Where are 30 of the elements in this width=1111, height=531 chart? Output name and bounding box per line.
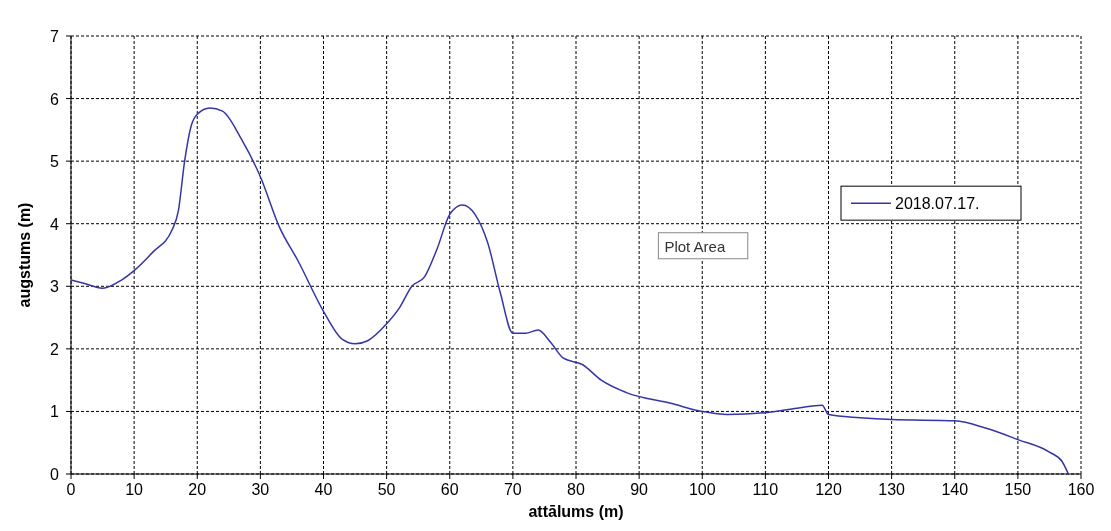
y-tick-label: 6 xyxy=(50,90,60,108)
x-tick-label: 70 xyxy=(503,481,522,498)
x-tick-label: 160 xyxy=(1067,481,1095,498)
x-tick-label: 10 xyxy=(125,481,144,498)
y-tick-label: 7 xyxy=(50,28,60,45)
line-series xyxy=(70,107,1070,475)
y-tick-label: 1 xyxy=(50,403,60,421)
y-tick-label: 3 xyxy=(50,278,60,296)
annotation: Plot Area xyxy=(664,237,726,255)
x-tick-label: 40 xyxy=(314,481,333,498)
x-tick-label: 90 xyxy=(630,481,649,498)
x-tick-label: 60 xyxy=(440,481,459,498)
x-axis-title: attālums (m) xyxy=(528,503,624,520)
x-tick-label: 30 xyxy=(251,481,270,498)
x-tick-label: 150 xyxy=(1004,481,1032,498)
y-tick-label: 5 xyxy=(50,153,60,171)
y-tick-label: 0 xyxy=(50,466,60,483)
x-tick-label: 110 xyxy=(752,481,779,498)
x-tick-label: 100 xyxy=(688,481,716,498)
x-tick-label: 130 xyxy=(878,481,906,498)
y-tick-label: 2 xyxy=(50,340,60,358)
y-axis-title: augstums (m) xyxy=(16,202,33,308)
legend-label: 2018.07.17. xyxy=(895,195,980,213)
x-tick-label: 120 xyxy=(815,481,842,498)
x-tick-label: 140 xyxy=(941,481,969,498)
x-tick-label: 0 xyxy=(66,481,76,498)
x-tick-label: 50 xyxy=(377,481,396,498)
x-tick-label: 20 xyxy=(188,481,207,498)
y-tick-label: 4 xyxy=(50,215,60,233)
x-tick-label: 80 xyxy=(567,481,585,498)
